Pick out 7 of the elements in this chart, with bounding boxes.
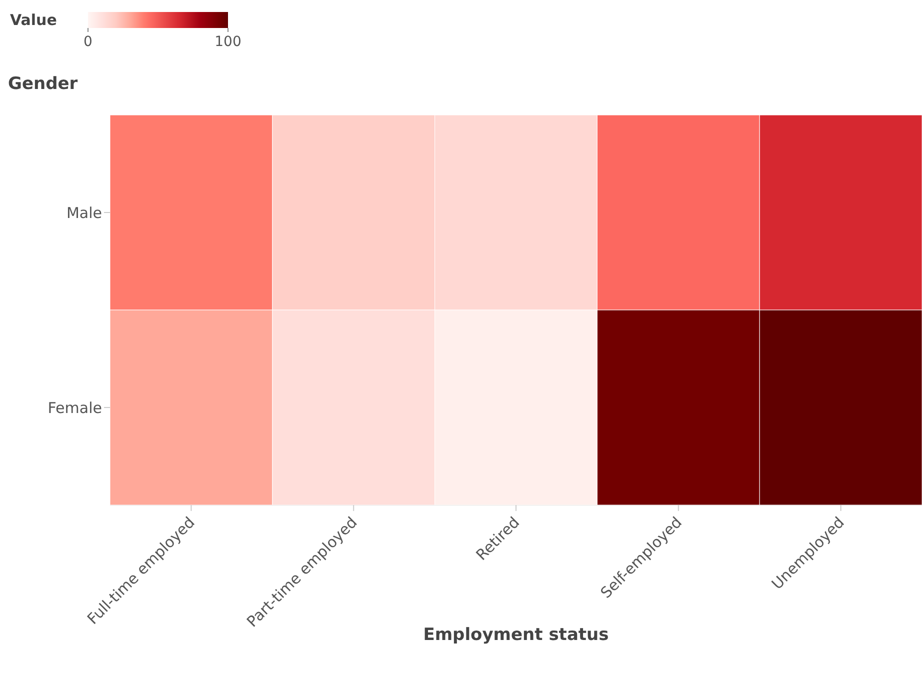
y-tick-label: Female (48, 398, 102, 417)
x-axis-title: Employment status (423, 625, 609, 645)
color-bar-label: 100 (214, 34, 242, 50)
color-bar-title: Value (10, 11, 57, 29)
y-tick-label: Male (66, 204, 102, 222)
color-bar-label: 0 (84, 34, 92, 50)
y-axis-title: Gender (8, 74, 79, 94)
